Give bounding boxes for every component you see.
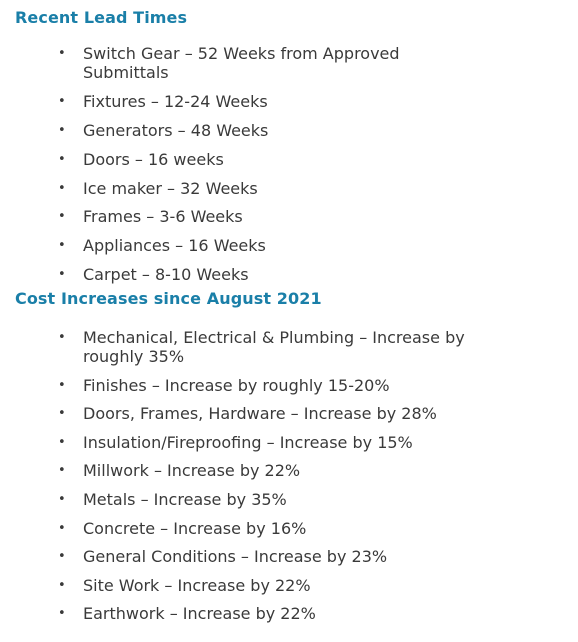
list-item: Frames – 3-6 Weeks	[0, 207, 578, 226]
list-item: Fixtures – 12-24 Weeks	[0, 92, 578, 111]
list-item: Generators – 48 Weeks	[0, 121, 578, 140]
cost-increases-list: Mechanical, Electrical & Plumbing – Incr…	[0, 328, 578, 633]
list-item: Switch Gear – 52 Weeks from Approved Sub…	[0, 44, 578, 82]
list-item: Insulation/Fireproofing – Increase by 15…	[0, 433, 578, 452]
list-item: Metals – Increase by 35%	[0, 490, 578, 509]
list-item: Mechanical, Electrical & Plumbing – Incr…	[0, 328, 578, 366]
list-item: Doors, Frames, Hardware – Increase by 28…	[0, 404, 578, 423]
list-item: Site Work – Increase by 22%	[0, 576, 578, 595]
list-item: General Conditions – Increase by 23%	[0, 547, 578, 566]
list-item: Appliances – 16 Weeks	[0, 236, 578, 255]
list-item: Earthwork – Increase by 22%	[0, 604, 578, 623]
list-item: Millwork – Increase by 22%	[0, 461, 578, 480]
cost-increases-heading: Cost Increases since August 2021	[15, 289, 322, 308]
list-item: Concrete – Increase by 16%	[0, 519, 578, 538]
list-item: Carpet – 8-10 Weeks	[0, 265, 578, 284]
lead-times-list: Switch Gear – 52 Weeks from Approved Sub…	[0, 44, 578, 294]
list-item: Ice maker – 32 Weeks	[0, 179, 578, 198]
lead-times-heading: Recent Lead Times	[15, 8, 188, 27]
list-item: Finishes – Increase by roughly 15-20%	[0, 376, 578, 395]
list-item: Doors – 16 weeks	[0, 150, 578, 169]
